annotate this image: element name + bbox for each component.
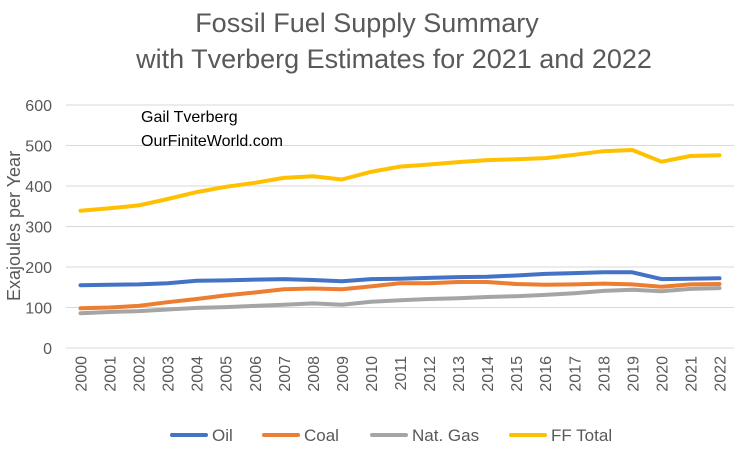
x-tick-label: 2001 (103, 356, 120, 392)
x-tick-label: 2002 (132, 356, 149, 392)
legend-label-nat-gas: Nat. Gas (412, 426, 479, 445)
series-line-ff-total (78, 148, 722, 213)
chart-title-line-1: Fossil Fuel Supply Summary (195, 8, 539, 38)
x-tick-label: 2015 (509, 356, 526, 392)
y-tick-label: 100 (25, 301, 52, 318)
x-tick-label: 2004 (190, 356, 207, 392)
x-tick-label: 2022 (712, 356, 729, 392)
x-tick-label: 2014 (480, 356, 497, 392)
x-tick-label: 2010 (364, 356, 381, 392)
y-tick-label: 600 (25, 98, 52, 115)
source-annotation-line-2: OurFiniteWorld.com (141, 133, 283, 150)
x-tick-label: 2017 (567, 356, 584, 392)
y-tick-label: 400 (25, 179, 52, 196)
chart-title-line-2: with Tverberg Estimates for 2021 and 202… (135, 44, 652, 74)
x-tick-label: 2012 (422, 356, 439, 392)
x-tick-label: 2013 (451, 356, 468, 392)
series-line-coal (78, 280, 722, 311)
x-tick-label: 2006 (248, 356, 265, 392)
x-tick-label: 2016 (538, 356, 555, 392)
y-tick-label: 500 (25, 139, 52, 156)
source-annotation-line-1: Gail Tverberg (141, 109, 238, 126)
y-tick-label: 200 (25, 260, 52, 277)
y-tick-label: 0 (43, 341, 52, 358)
x-tick-labels: 2000 2001 2002 2003 2004 2005 2006 2007 2008 2009… (74, 356, 730, 392)
x-tick-label: 2005 (219, 356, 236, 392)
x-tick-label: 2019 (625, 356, 642, 392)
legend-label-ff-total: FF Total (551, 426, 612, 445)
x-tick-label: 2003 (161, 356, 178, 392)
x-tick-label: 2020 (654, 356, 671, 392)
x-tick-label: 2000 (74, 356, 91, 392)
series-line-oil (78, 270, 722, 288)
series-lines (78, 148, 722, 316)
x-tick-label: 2008 (306, 356, 323, 392)
x-tick-label: 2011 (393, 356, 410, 391)
legend-label-oil: Oil (212, 426, 233, 445)
x-tick-label: 2018 (596, 356, 613, 392)
y-tick-label: 300 (25, 220, 52, 237)
series-line-nat-gas (78, 286, 722, 316)
x-tick-label: 2007 (277, 356, 294, 392)
x-tick-label: 2009 (335, 356, 352, 392)
y-tick-labels: 0 100 200 300 400 500 600 (25, 98, 52, 358)
legend-label-coal: Coal (304, 426, 339, 445)
legend: Oil Coal Nat. Gas FF Total (170, 426, 612, 445)
x-tick-label: 2021 (683, 356, 700, 392)
y-axis-label: Exajoules per Year (4, 151, 24, 301)
